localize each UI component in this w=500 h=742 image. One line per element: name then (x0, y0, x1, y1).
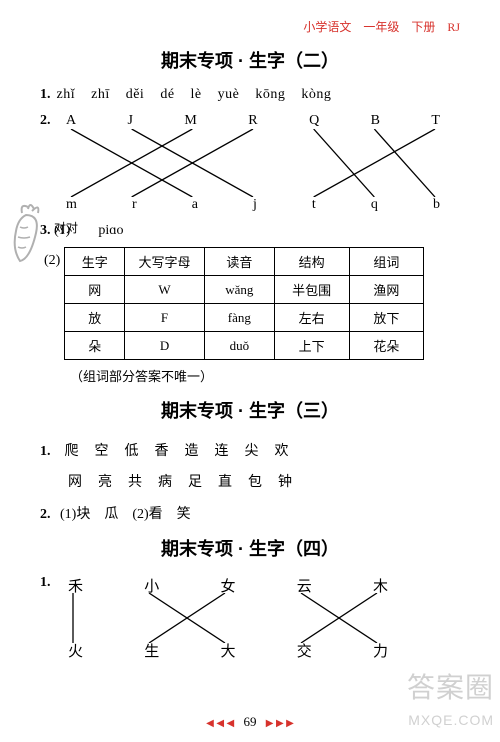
table-cell: 放下 (349, 304, 424, 332)
s2-q2-num: 2. (40, 113, 51, 129)
table-cell: 花朵 (349, 332, 424, 360)
s2-q2-top-2: M (184, 113, 196, 129)
s2-q2-bot-0: m (66, 197, 77, 213)
footer-diamond-left: ◀ ◀ ◀ (206, 718, 234, 729)
s2-q2-matching: 2. A J M R Q B T m r a j t q b (40, 113, 440, 213)
table-cell: F (125, 304, 205, 332)
table-cell: 朵 (65, 332, 125, 360)
s2-q1-py-1: zhī (91, 87, 110, 103)
table-header: 读音 (204, 248, 274, 276)
s2-q3-part1: 3. 对对 (1) piɑo (40, 219, 460, 239)
s2-q3-p2-label: (2) (44, 253, 60, 269)
s2-q2-top-1: J (128, 113, 133, 129)
page-header: 小学语文 一年级 下册 RJ (40, 18, 460, 35)
table-row: 放Ffàng左右放下 (65, 304, 424, 332)
s4-bot-4: 力 (373, 640, 388, 661)
s3-char: 连 (207, 437, 237, 468)
table-header: 组词 (349, 248, 424, 276)
table-row: 朵Dduǒ上下花朵 (65, 332, 424, 360)
s2-q2-bot-4: t (312, 197, 316, 213)
table-cell: fàng (204, 304, 274, 332)
s2-q3-note: （组词部分答案不唯一） (70, 366, 460, 385)
s2-q2-bot-5: q (371, 197, 378, 213)
table-cell: 渔网 (349, 276, 424, 304)
section-title-4: 期末专项 · 生字（四） (40, 535, 460, 561)
watermark-text: 答案圈 (407, 666, 494, 706)
s3-char: 空 (87, 437, 117, 468)
s4-q1-num: 1. (40, 575, 51, 591)
s4-bot-0: 火 (68, 640, 83, 661)
s3-q2-num: 2. (40, 507, 51, 522)
s2-q1-num: 1. (40, 87, 51, 103)
s2-q2-top-row: A J M R Q B T (66, 113, 440, 129)
table-cell: wǎng (204, 276, 274, 304)
s2-q1-py-4: lè (191, 87, 202, 103)
s2-q2-bot-6: b (433, 197, 440, 213)
s2-q1-py-3: dé (160, 87, 174, 103)
s2-q2-bot-3: j (253, 197, 257, 213)
s3-char: 香 (147, 437, 177, 468)
s2-q2-top-0: A (66, 113, 76, 129)
table-cell: 左右 (274, 304, 349, 332)
s2-q3-num: 3. (40, 223, 51, 238)
watermark-url: MXQE.COM (408, 712, 494, 728)
s2-q2-top-3: R (248, 113, 257, 129)
table-cell: 半包围 (274, 276, 349, 304)
table-header: 大写字母 (125, 248, 205, 276)
s3-char: 爬 (57, 437, 87, 468)
table-cell: W (125, 276, 205, 304)
s2-q3-p1-overlay: 对对 (54, 219, 90, 236)
s3-q2: 2. (1)块 瓜 (2)看 笑 (40, 503, 460, 523)
s3-char: 造 (177, 437, 207, 468)
s3-char: 尖 (237, 437, 267, 468)
s3-q1-num: 1. (40, 444, 51, 459)
page-number: 69 (244, 714, 257, 729)
footer-diamond-right: ▶ ▶ ▶ (266, 718, 294, 729)
s3-char: 直 (210, 468, 240, 499)
s3-q1: 1. 爬空低香造连尖欢 网亮共病足直包钟 (40, 437, 460, 499)
section-title-3: 期末专项 · 生字（三） (40, 397, 460, 423)
s3-char: 共 (120, 468, 150, 499)
s3-char: 钟 (270, 468, 300, 499)
s4-bot-2: 大 (220, 640, 235, 661)
s2-q2-top-6: T (431, 113, 440, 129)
s2-q3-table-wrap: (2) 生字大写字母读音结构组词网Wwǎng半包围渔网放Ffàng左右放下朵Dd… (70, 247, 460, 360)
section-title-2: 期末专项 · 生字（二） (40, 47, 460, 73)
s2-q2-top-4: Q (309, 113, 319, 129)
s4-lines (68, 593, 388, 643)
table-cell: D (125, 332, 205, 360)
table-header: 结构 (274, 248, 349, 276)
s3-char: 包 (240, 468, 270, 499)
s2-q2-bot-row: m r a j t q b (66, 197, 440, 213)
table-cell: 上下 (274, 332, 349, 360)
table-header: 生字 (65, 248, 125, 276)
table-cell: 放 (65, 304, 125, 332)
s2-q1-py-6: kōng (255, 87, 285, 103)
s3-char: 网 (60, 468, 90, 499)
s3-char: 亮 (90, 468, 120, 499)
character-table: 生字大写字母读音结构组词网Wwǎng半包围渔网放Ffàng左右放下朵Dduǒ上下… (64, 247, 424, 360)
s2-q2-lines (66, 129, 440, 197)
s3-char: 足 (180, 468, 210, 499)
s2-q2-bot-2: a (192, 197, 198, 213)
table-row: 网Wwǎng半包围渔网 (65, 276, 424, 304)
s3-char: 病 (150, 468, 180, 499)
table-cell: 网 (65, 276, 125, 304)
table-cell: duǒ (204, 332, 274, 360)
s3-char: 欢 (267, 437, 297, 468)
s4-bot-1: 生 (144, 640, 159, 661)
s2-q1-py-5: yuè (218, 87, 240, 103)
s4-bot-3: 交 (297, 640, 312, 661)
s2-q2-bot-1: r (132, 197, 137, 213)
s2-q1-py-2: děi (126, 87, 145, 103)
s2-q2-top-5: B (371, 113, 380, 129)
s3-q2-text: (1)块 瓜 (2)看 笑 (60, 507, 191, 522)
s4-bot-row: 火 生 大 交 力 (68, 640, 388, 661)
s3-char: 低 (117, 437, 147, 468)
s4-q1-matching: 1. 禾 小 女 云 木 火 生 大 交 力 (40, 575, 400, 661)
s2-q1-py-0: zhǐ (57, 87, 76, 103)
s2-q1-py-7: kòng (301, 87, 331, 103)
s2-q1: 1. zhǐ zhī děi dé lè yuè kōng kòng (40, 87, 460, 103)
